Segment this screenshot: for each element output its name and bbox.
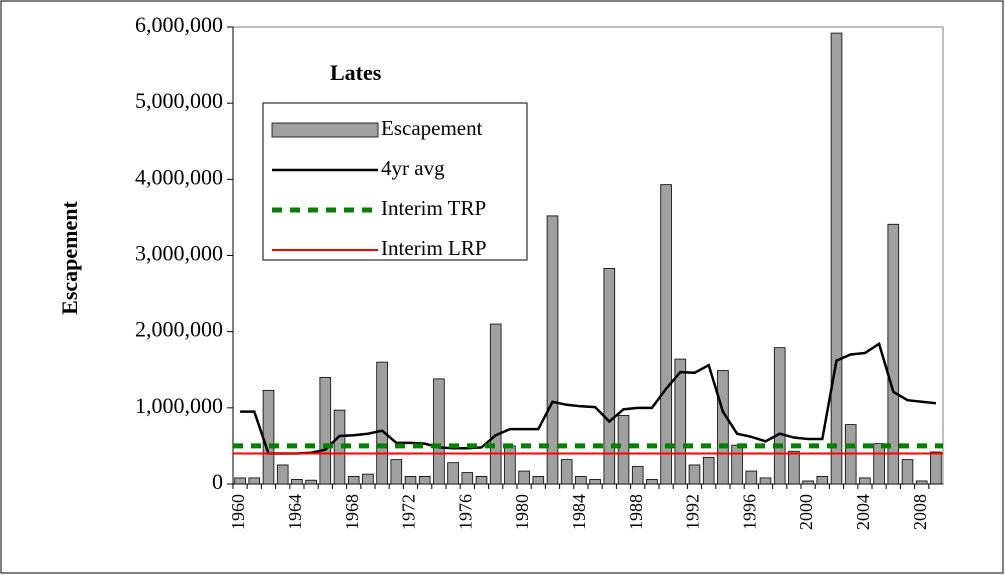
x-tick-label: 1996	[739, 494, 759, 530]
y-tick-label: 6,000,000	[135, 12, 223, 37]
x-tick-label: 1992	[683, 494, 703, 530]
bar	[347, 475, 360, 485]
bar	[376, 361, 388, 485]
bar	[390, 459, 403, 485]
bar	[447, 462, 459, 485]
bar	[291, 479, 303, 485]
bar	[816, 475, 829, 485]
bar	[773, 347, 786, 485]
legend-label: Interim LRP	[381, 236, 487, 260]
bar	[362, 473, 374, 485]
legend-label: Interim TRP	[381, 196, 486, 220]
x-tick-label: 1980	[512, 494, 532, 530]
x-tick-label: 1988	[626, 494, 646, 530]
bar	[873, 443, 885, 485]
bar	[461, 472, 474, 485]
x-tick-label: 1984	[569, 494, 589, 530]
bar	[887, 223, 900, 485]
bar	[731, 444, 743, 485]
bar	[930, 451, 942, 485]
bar	[859, 477, 871, 485]
bar	[759, 477, 772, 485]
bar	[901, 459, 914, 485]
x-tick-label: 2004	[853, 494, 873, 530]
x-tick-label: 1964	[285, 494, 305, 530]
bar	[532, 475, 545, 485]
bar	[688, 464, 701, 485]
bar	[433, 378, 445, 485]
bar	[418, 475, 431, 485]
legend-label: Escapement	[381, 116, 483, 140]
bar	[631, 466, 644, 485]
bar	[674, 358, 687, 485]
x-tick-label: 1972	[399, 494, 419, 530]
y-tick-label: 5,000,000	[135, 88, 223, 113]
bar	[745, 470, 758, 485]
bar	[788, 450, 800, 485]
bar	[489, 323, 502, 485]
chart-title: Lates	[330, 60, 382, 85]
bar	[262, 389, 275, 485]
bar	[575, 475, 587, 485]
bar	[617, 415, 630, 485]
y-tick-label: 0	[212, 469, 223, 494]
bar	[830, 32, 843, 485]
bar	[603, 268, 616, 485]
bar	[319, 376, 332, 485]
legend-swatch	[271, 122, 379, 138]
bar	[518, 470, 530, 485]
avg-line	[240, 341, 937, 455]
y-tick-label: 1,000,000	[135, 393, 223, 418]
bar	[305, 479, 317, 485]
bar	[546, 215, 559, 485]
bar	[475, 475, 488, 485]
y-tick-label: 3,000,000	[135, 241, 223, 266]
x-tick-label: 2000	[796, 494, 816, 530]
bar	[646, 479, 658, 485]
x-tick-label: 1960	[228, 494, 248, 530]
bar	[560, 459, 573, 485]
bar	[915, 480, 928, 485]
y-tick-label: 4,000,000	[135, 164, 223, 189]
x-tick-label: 2008	[910, 494, 930, 530]
bar	[234, 477, 246, 485]
bar	[276, 464, 289, 485]
bar	[717, 370, 729, 485]
bar	[504, 445, 516, 485]
y-axis-label: Escapement	[57, 201, 82, 315]
y-tick-label: 2,000,000	[135, 317, 223, 342]
bar	[802, 480, 814, 485]
legend-label: 4yr avg	[381, 156, 445, 180]
bar	[660, 184, 672, 485]
bar	[248, 477, 261, 485]
x-tick-label: 1968	[342, 494, 362, 530]
x-tick-label: 1976	[455, 494, 475, 530]
bar	[404, 475, 417, 485]
bar	[589, 479, 601, 485]
bar	[702, 456, 715, 485]
